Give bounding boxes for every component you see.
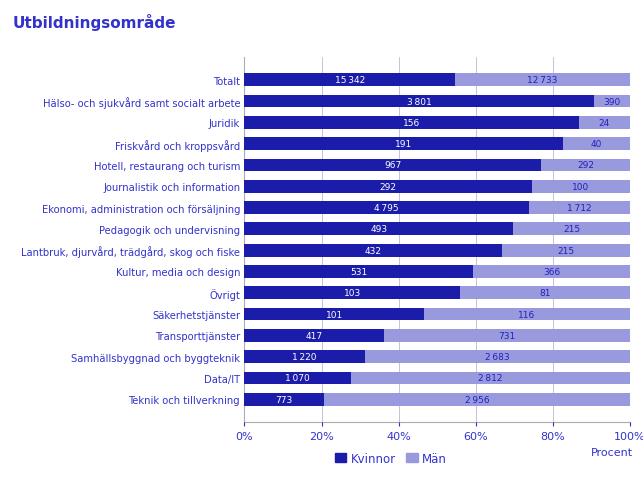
Text: 103: 103 bbox=[344, 288, 361, 298]
Text: 4 795: 4 795 bbox=[374, 204, 399, 213]
Bar bbox=[502, 244, 630, 257]
Bar bbox=[244, 393, 324, 406]
Bar bbox=[244, 329, 385, 342]
Text: 967: 967 bbox=[384, 161, 401, 170]
Bar bbox=[244, 372, 350, 384]
Text: 156: 156 bbox=[403, 119, 420, 128]
Bar bbox=[365, 350, 630, 363]
Text: 1 070: 1 070 bbox=[285, 374, 310, 383]
Text: 3 801: 3 801 bbox=[407, 97, 431, 106]
Bar bbox=[350, 372, 630, 384]
Bar bbox=[424, 308, 630, 321]
Bar bbox=[244, 350, 365, 363]
Text: 100: 100 bbox=[572, 182, 590, 192]
Text: 292: 292 bbox=[577, 161, 594, 170]
Text: 81: 81 bbox=[539, 288, 551, 298]
Bar bbox=[385, 329, 630, 342]
Bar bbox=[473, 265, 630, 278]
Text: 366: 366 bbox=[543, 267, 560, 276]
Bar bbox=[244, 74, 455, 87]
Text: 417: 417 bbox=[306, 331, 323, 340]
Bar bbox=[244, 287, 460, 300]
Text: 531: 531 bbox=[350, 267, 367, 276]
Text: 191: 191 bbox=[395, 140, 412, 149]
Text: 2 683: 2 683 bbox=[485, 352, 510, 361]
Bar bbox=[579, 117, 630, 130]
Bar bbox=[324, 393, 630, 406]
Text: 1 712: 1 712 bbox=[567, 204, 592, 213]
Bar bbox=[244, 117, 579, 130]
Bar bbox=[244, 180, 532, 193]
Text: 493: 493 bbox=[370, 225, 387, 234]
Text: 2 956: 2 956 bbox=[465, 395, 489, 404]
Bar bbox=[244, 308, 424, 321]
Text: 390: 390 bbox=[604, 97, 620, 106]
Bar bbox=[532, 180, 630, 193]
Bar bbox=[455, 74, 630, 87]
Bar bbox=[513, 223, 630, 236]
Bar bbox=[563, 138, 630, 151]
Legend: Kvinnor, Män: Kvinnor, Män bbox=[330, 447, 452, 469]
Text: 432: 432 bbox=[365, 246, 382, 255]
Text: 292: 292 bbox=[379, 182, 397, 192]
Bar bbox=[541, 159, 630, 172]
Text: 731: 731 bbox=[499, 331, 516, 340]
Text: 773: 773 bbox=[276, 395, 293, 404]
Bar bbox=[244, 138, 563, 151]
Text: 215: 215 bbox=[563, 225, 580, 234]
Text: 2 812: 2 812 bbox=[478, 374, 503, 383]
Text: 101: 101 bbox=[325, 310, 343, 319]
Text: Procent: Procent bbox=[591, 447, 633, 457]
Bar bbox=[244, 202, 529, 215]
Text: 1 220: 1 220 bbox=[293, 352, 317, 361]
Bar bbox=[244, 96, 594, 108]
Text: Utbildningsområde: Utbildningsområde bbox=[13, 14, 176, 31]
Text: 15 342: 15 342 bbox=[334, 76, 365, 85]
Bar bbox=[244, 244, 502, 257]
Bar bbox=[244, 265, 473, 278]
Text: 116: 116 bbox=[518, 310, 536, 319]
Bar bbox=[460, 287, 630, 300]
Bar bbox=[529, 202, 630, 215]
Text: 24: 24 bbox=[599, 119, 610, 128]
Bar bbox=[244, 159, 541, 172]
Text: 215: 215 bbox=[557, 246, 575, 255]
Text: 12 733: 12 733 bbox=[527, 76, 558, 85]
Bar bbox=[594, 96, 630, 108]
Text: 40: 40 bbox=[591, 140, 602, 149]
Bar bbox=[244, 223, 513, 236]
